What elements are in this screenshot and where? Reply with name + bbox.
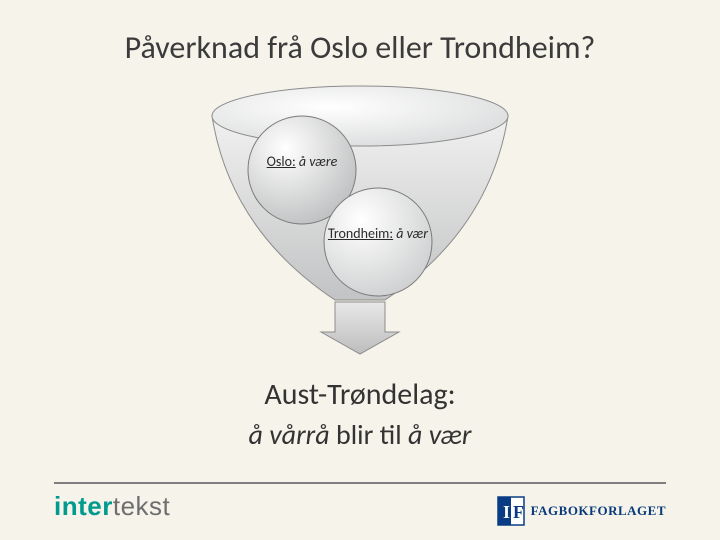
conclusion-line2: å vårrå blir til å vær [0,417,720,452]
logo-intertekst: intertekst [54,491,170,522]
svg-text:F: F [513,502,524,522]
footer-divider [54,482,666,484]
funnel-svg [0,0,720,360]
funnel-diagram [0,0,720,365]
publisher-mark-icon: I F [497,496,525,526]
trondheim-circle-label: Trondheim: å vær [324,226,432,242]
conclusion-text: Aust-Trøndelag: å vårrå blir til å vær [0,376,720,452]
logo-fagbokforlaget: I F FAGBOKFORLAGET [497,496,666,526]
oslo-circle-label: Oslo: å være [248,154,356,170]
conclusion-line1: Aust-Trøndelag: [0,376,720,413]
svg-text:I: I [503,502,510,522]
publisher-name: FAGBOKFORLAGET [531,503,666,519]
